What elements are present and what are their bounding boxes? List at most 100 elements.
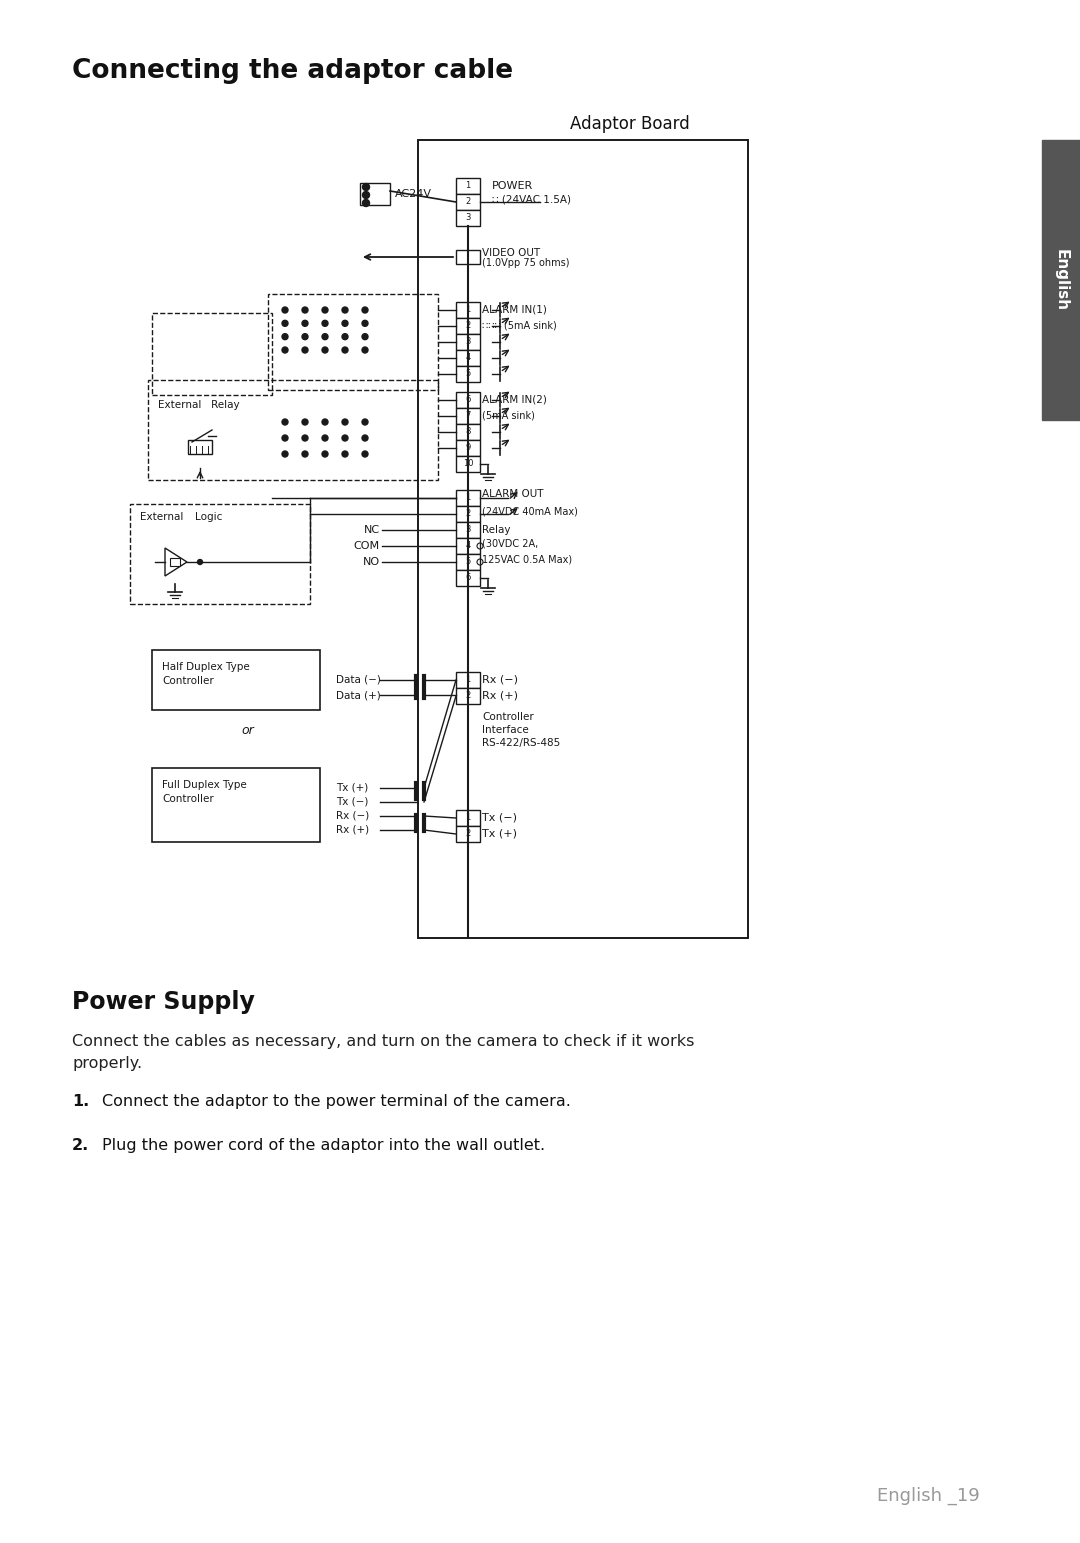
Text: External: External (140, 512, 184, 522)
Text: Power Supply: Power Supply (72, 991, 255, 1014)
Text: 3: 3 (465, 213, 471, 222)
Text: Tx (−): Tx (−) (336, 798, 368, 807)
Text: (30VDC 2A,: (30VDC 2A, (482, 539, 538, 549)
Bar (148, 380, 438, 480)
Circle shape (362, 307, 368, 313)
Bar (360, 184, 390, 205)
Bar (130, 505, 310, 603)
Bar (456, 318, 480, 333)
Text: Tx (+): Tx (+) (482, 829, 517, 839)
Bar (456, 302, 480, 318)
Text: Connect the cables as necessary, and turn on the camera to check if it works
pro: Connect the cables as necessary, and tur… (72, 1034, 694, 1071)
Text: NO: NO (363, 557, 380, 566)
Circle shape (322, 420, 328, 424)
Text: Data (+): Data (+) (336, 690, 381, 701)
Text: 2: 2 (465, 321, 471, 330)
Circle shape (198, 560, 203, 565)
Text: External   Relay: External Relay (158, 400, 240, 410)
Bar (456, 491, 480, 506)
Bar (1042, 140, 1080, 420)
Text: (24VDC 40mA Max): (24VDC 40mA Max) (482, 508, 578, 517)
Bar (152, 768, 320, 842)
Text: (5mA sink): (5mA sink) (482, 410, 535, 421)
Bar (170, 559, 180, 566)
Bar (456, 688, 480, 704)
Bar (456, 810, 480, 826)
Bar (456, 210, 480, 225)
Text: Connect the adaptor to the power terminal of the camera.: Connect the adaptor to the power termina… (102, 1094, 571, 1109)
Text: 1: 1 (465, 813, 471, 822)
Bar (188, 440, 212, 454)
Bar (456, 569, 480, 586)
Bar (456, 457, 480, 472)
Text: Rx (+): Rx (+) (336, 826, 369, 835)
Circle shape (302, 347, 308, 353)
Text: AC24V: AC24V (395, 188, 432, 199)
Text: ALARM IN(1): ALARM IN(1) (482, 306, 546, 315)
Text: 2: 2 (465, 830, 471, 838)
Bar (456, 522, 480, 539)
Circle shape (322, 321, 328, 326)
Text: Rx (−): Rx (−) (482, 674, 518, 685)
Bar (268, 295, 438, 390)
Circle shape (342, 333, 348, 339)
Bar (456, 424, 480, 440)
Text: 2: 2 (465, 691, 471, 701)
Circle shape (363, 184, 369, 190)
Circle shape (363, 199, 369, 207)
Circle shape (342, 420, 348, 424)
Circle shape (362, 420, 368, 424)
Circle shape (282, 333, 288, 339)
Text: Controller
Interface
RS-422/RS-485: Controller Interface RS-422/RS-485 (482, 711, 561, 748)
Bar (456, 539, 480, 554)
Circle shape (322, 435, 328, 441)
Bar (152, 313, 272, 395)
Text: Tx (−): Tx (−) (482, 813, 517, 822)
Text: English: English (1053, 248, 1068, 312)
Text: Plug the power cord of the adaptor into the wall outlet.: Plug the power cord of the adaptor into … (102, 1139, 545, 1153)
Circle shape (362, 321, 368, 326)
Circle shape (282, 420, 288, 424)
Text: Rx (−): Rx (−) (336, 812, 369, 821)
Bar (418, 140, 748, 938)
Circle shape (342, 321, 348, 326)
Text: or: or (242, 724, 255, 736)
Bar (456, 392, 480, 407)
Text: Controller: Controller (162, 676, 214, 687)
Circle shape (302, 333, 308, 339)
Bar (456, 506, 480, 522)
Circle shape (302, 435, 308, 441)
Text: 1: 1 (465, 494, 471, 503)
Circle shape (362, 435, 368, 441)
Text: English _19: English _19 (877, 1487, 980, 1504)
Bar (456, 194, 480, 210)
Circle shape (302, 420, 308, 424)
Text: COM: COM (354, 542, 380, 551)
Bar (456, 366, 480, 383)
Text: ALARM OUT: ALARM OUT (482, 489, 543, 498)
Text: Data (−): Data (−) (336, 674, 381, 685)
Text: 6: 6 (465, 395, 471, 404)
Text: VIDEO OUT: VIDEO OUT (482, 248, 540, 258)
Circle shape (342, 347, 348, 353)
Text: 5: 5 (465, 369, 471, 378)
Text: 125VAC 0.5A Max): 125VAC 0.5A Max) (482, 555, 572, 565)
Bar (456, 177, 480, 194)
Circle shape (342, 435, 348, 441)
Circle shape (342, 307, 348, 313)
Circle shape (322, 307, 328, 313)
Circle shape (362, 333, 368, 339)
Circle shape (302, 307, 308, 313)
Circle shape (282, 307, 288, 313)
Circle shape (282, 321, 288, 326)
Bar (456, 350, 480, 366)
Text: 2: 2 (465, 198, 471, 207)
Bar (456, 407, 480, 424)
Circle shape (342, 451, 348, 457)
Text: 6: 6 (465, 574, 471, 583)
Bar (456, 440, 480, 457)
Text: 1: 1 (465, 676, 471, 685)
Circle shape (302, 451, 308, 457)
Text: 4: 4 (465, 542, 471, 551)
Text: 5: 5 (465, 557, 471, 566)
